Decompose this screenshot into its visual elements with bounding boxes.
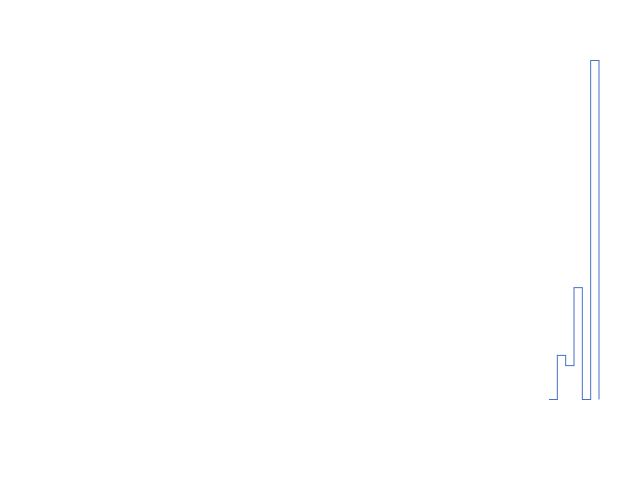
series-line-1 [549,60,600,400]
series-layer [549,60,600,400]
